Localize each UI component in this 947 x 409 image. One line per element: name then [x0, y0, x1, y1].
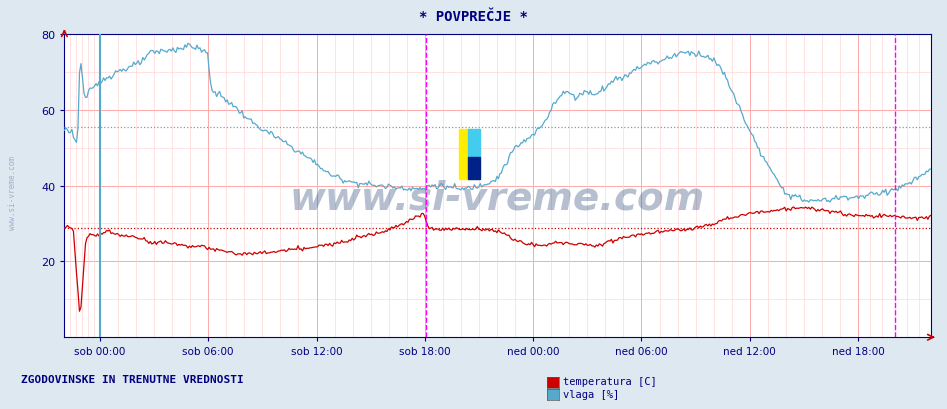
Text: ZGODOVINSKE IN TRENUTNE VREDNOSTI: ZGODOVINSKE IN TRENUTNE VREDNOSTI — [21, 374, 243, 384]
Text: temperatura [C]: temperatura [C] — [563, 376, 656, 386]
Bar — [469, 130, 480, 157]
Bar — [469, 157, 480, 180]
Text: * POVPREČJE *: * POVPREČJE * — [420, 10, 527, 24]
Text: www.si-vreme.com: www.si-vreme.com — [290, 179, 706, 217]
Bar — [458, 130, 471, 180]
Text: www.si-vreme.com: www.si-vreme.com — [8, 155, 17, 229]
Text: vlaga [%]: vlaga [%] — [563, 389, 618, 399]
